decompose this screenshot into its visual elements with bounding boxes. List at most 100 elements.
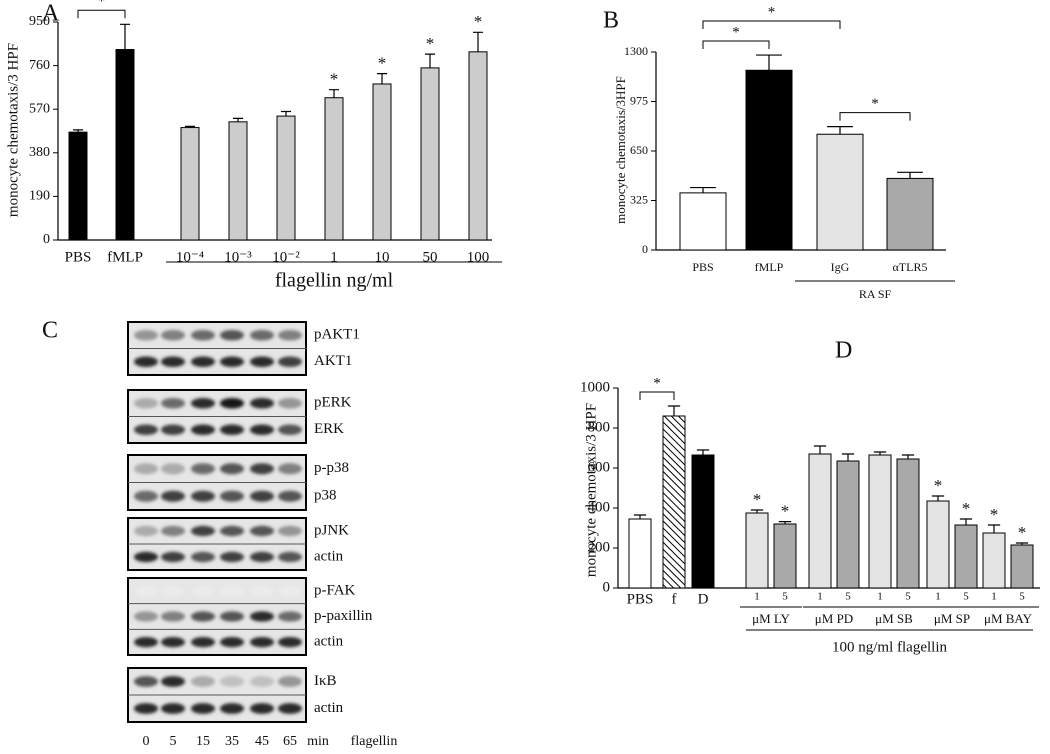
blot-band [191, 551, 215, 563]
blot-row-label: pJNK [314, 522, 349, 538]
blot-band [161, 611, 185, 622]
significance-star: * [474, 12, 483, 31]
bar [1010, 544, 1034, 589]
x-tick-label: 1 [754, 591, 760, 603]
bar [808, 453, 832, 589]
blot-band [220, 329, 244, 341]
time-label: 15 [196, 734, 210, 749]
y-axis-label: monocyte chemotaxis/3 HPF [5, 43, 21, 217]
blot-band [134, 329, 158, 341]
time-label: 45 [255, 734, 269, 749]
group-label: μM SB [875, 611, 913, 626]
blot-row-label: AKT1 [314, 353, 352, 369]
x-tick-label: 10 [375, 249, 390, 265]
bar [180, 127, 200, 241]
panel-label: C [42, 318, 58, 344]
blot-row-label: actin [314, 548, 344, 564]
blot-row-label: p-p38 [314, 460, 349, 476]
significance-star: * [990, 505, 999, 524]
blot-band [220, 585, 244, 596]
error-bar [472, 31, 484, 52]
blot-band [250, 703, 274, 714]
blot-band [191, 585, 215, 596]
group-label: RA SF [859, 287, 892, 301]
blot-band [278, 490, 302, 502]
blot-band [250, 637, 274, 648]
blot-band [134, 637, 158, 648]
blot-band [161, 637, 185, 648]
blot-band [278, 676, 302, 687]
error-bar [667, 405, 681, 416]
blot-band [191, 490, 215, 502]
bar [745, 512, 769, 589]
blot-band [250, 611, 274, 622]
significance-star: * [1018, 523, 1027, 542]
blot-band [220, 703, 244, 714]
panel-label: A [42, 1, 60, 27]
blot-band [191, 463, 215, 475]
bar [868, 454, 892, 589]
x-tick-label: 5 [845, 591, 851, 603]
significance-bracket [702, 20, 841, 30]
bar [68, 131, 88, 241]
blot-row-label: ERK [314, 421, 344, 437]
error-bar [633, 514, 647, 519]
bracket-label: * [732, 24, 740, 40]
panel-label: B [603, 8, 619, 34]
group-label: μM LY [752, 611, 790, 626]
group-label: μM PD [815, 611, 853, 626]
blot-band [250, 490, 274, 502]
time-label: 0 [143, 734, 150, 749]
error-bar [376, 73, 388, 84]
blot-band [134, 611, 158, 622]
blot-band [161, 703, 185, 714]
x-tick-label: 1 [991, 591, 997, 603]
bar [691, 454, 715, 589]
blot-row-label: p-FAK [314, 582, 356, 598]
blot-band [250, 585, 274, 596]
bar [420, 67, 440, 241]
blot-band [161, 397, 185, 409]
y-tick-label: 760 [29, 58, 50, 73]
blot-band [278, 551, 302, 563]
bar [679, 192, 727, 251]
x-tick-label: 50 [423, 249, 438, 265]
y-tick-label: 190 [29, 189, 50, 204]
significance-star: * [962, 499, 971, 518]
blot-band [250, 356, 274, 368]
error-bar [778, 521, 792, 524]
group-label: μM SP [934, 611, 970, 626]
blot-band [278, 356, 302, 368]
error-bar [328, 89, 340, 98]
error-bar [959, 518, 973, 525]
bar [628, 518, 652, 589]
x-tick-label: αTLR5 [893, 260, 928, 274]
group-label: 100 ng/ml flagellin [832, 639, 947, 655]
y-tick-label: 0 [642, 242, 648, 256]
y-tick-label: 400 [588, 499, 611, 515]
blot-band [191, 676, 215, 687]
bracket-label: * [768, 4, 776, 20]
significance-star: * [426, 34, 435, 53]
error-bar [931, 495, 945, 501]
blot-band [134, 703, 158, 714]
blot-band [250, 424, 274, 436]
x-tick-label: 1 [877, 591, 883, 603]
time-label: 5 [170, 734, 177, 749]
error-bar [756, 54, 782, 71]
error-bar [72, 129, 84, 133]
blot-band [161, 525, 185, 537]
bar [886, 177, 934, 251]
x-tick-label: f [672, 591, 677, 607]
blot-band [278, 463, 302, 475]
x-tick-label: PBS [627, 591, 654, 607]
blot-band [250, 676, 274, 687]
x-tick-label: IgG [831, 260, 850, 274]
significance-bracket [77, 9, 126, 19]
bar [228, 121, 248, 241]
x-tick-label: PBS [65, 249, 92, 265]
blot-band [191, 329, 215, 341]
blot-band [250, 525, 274, 537]
blot-band [134, 424, 158, 436]
y-tick-label: 1300 [624, 44, 648, 58]
